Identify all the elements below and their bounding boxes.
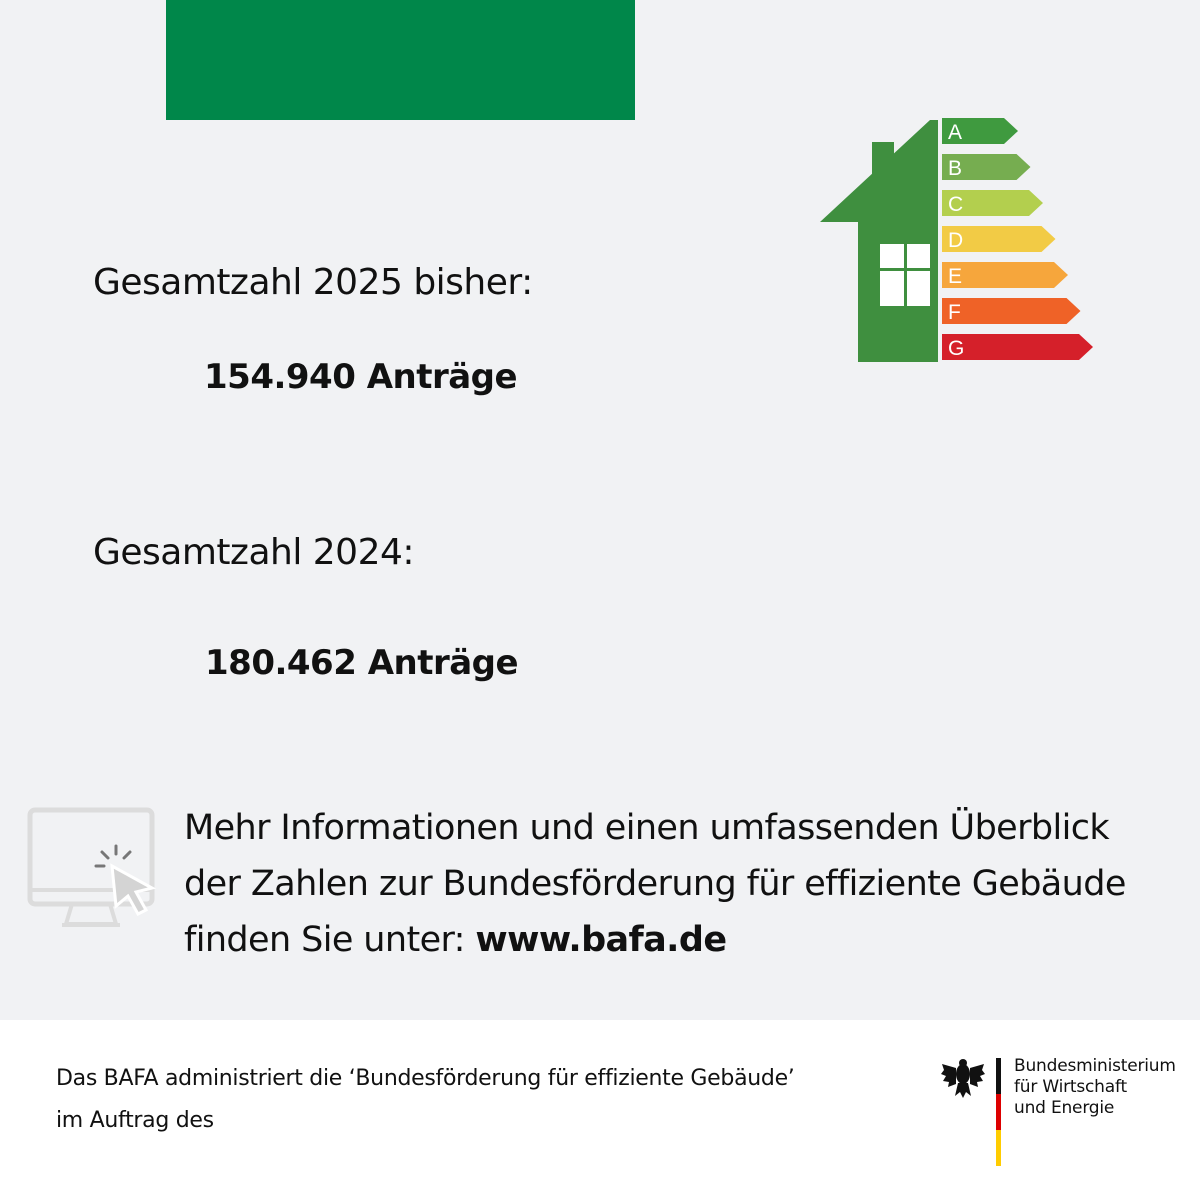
info-line-3: finden Sie unter: www.bafa.de xyxy=(184,912,1184,968)
footer-text: Das BAFA administriert die ‘Bundesförder… xyxy=(56,1058,896,1142)
ministry-logo: Bundesministerium für Wirtschaft und Ene… xyxy=(940,1056,1180,1168)
energy-class-c: C xyxy=(948,193,963,216)
energy-class-e: E xyxy=(948,265,962,288)
german-flag-bar xyxy=(996,1058,1001,1166)
house-right-wall xyxy=(930,120,938,362)
energy-bar-a xyxy=(942,118,1018,144)
stat-2024-label: Gesamtzahl 2024: xyxy=(93,532,415,573)
bafa-link[interactable]: www.bafa.de xyxy=(475,920,727,960)
ministry-name: Bundesministerium für Wirtschaft und Ene… xyxy=(1014,1056,1176,1119)
house-chimney xyxy=(872,142,894,186)
footer-line-1: Das BAFA administriert die ‘Bundesförder… xyxy=(56,1066,795,1091)
energy-bar-g xyxy=(942,334,1093,360)
house-window xyxy=(880,244,931,306)
stat-2024-value: 180.462 Anträge xyxy=(205,643,519,683)
green-banner xyxy=(166,0,635,120)
info-line-3-prefix: finden Sie unter: xyxy=(184,920,476,960)
ministry-name-line-3: und Energie xyxy=(1014,1098,1115,1118)
monitor-click-icon xyxy=(27,807,157,927)
energy-bar-d xyxy=(942,226,1056,252)
stat-2025-label: Gesamtzahl 2025 bisher: xyxy=(93,262,533,303)
energy-bar-b xyxy=(942,154,1031,180)
energy-bar-e xyxy=(942,262,1068,288)
energy-class-b: B xyxy=(948,157,962,180)
federal-eagle-icon xyxy=(941,1059,985,1098)
ministry-name-line-2: für Wirtschaft xyxy=(1014,1077,1127,1097)
energy-class-d: D xyxy=(948,229,963,252)
info-text: Mehr Informationen und einen umfassenden… xyxy=(184,800,1184,968)
energy-class-f: F xyxy=(948,301,961,324)
info-line-2: der Zahlen zur Bundesförderung für effiz… xyxy=(184,864,1126,904)
energy-bar-f xyxy=(942,298,1081,324)
info-line-1: Mehr Informationen und einen umfassenden… xyxy=(184,808,1110,848)
energy-class-a: A xyxy=(948,121,962,144)
energy-class-g: G xyxy=(948,337,964,360)
energy-bar-c xyxy=(942,190,1043,216)
stat-2025-value: 154.940 Anträge xyxy=(204,357,518,397)
ministry-name-line-1: Bundesministerium xyxy=(1014,1056,1176,1076)
footer-line-2: im Auftrag des xyxy=(56,1108,214,1133)
